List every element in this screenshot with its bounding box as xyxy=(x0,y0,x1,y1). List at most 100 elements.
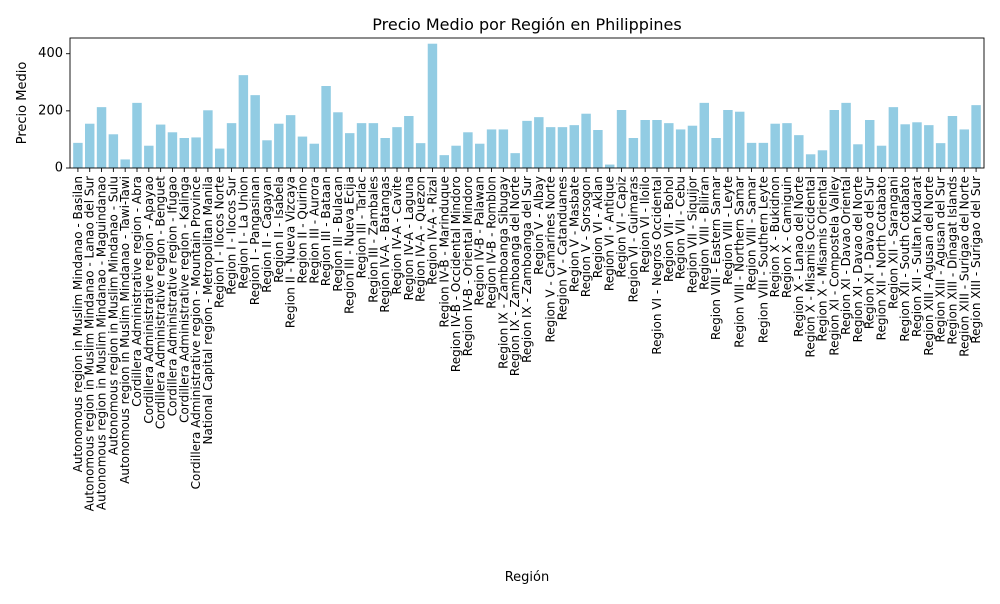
bar xyxy=(415,143,426,168)
bar xyxy=(191,137,201,168)
x-tick-label: Region XI - Davao Oriental xyxy=(839,176,853,335)
y-tick-label: 200 xyxy=(38,103,63,118)
bar xyxy=(616,110,627,168)
bar xyxy=(498,129,509,168)
x-tick-label: Region V - Albay xyxy=(532,176,546,275)
bar xyxy=(876,145,887,168)
bar xyxy=(132,102,142,168)
x-tick-label: Region VI - Negros Occidental xyxy=(650,176,664,355)
x-tick-label: Cordillera Administrative region - Apaya… xyxy=(142,176,156,424)
bar xyxy=(900,124,910,168)
x-tick-label: Region III - Bulacan xyxy=(331,176,345,292)
y-tick-label: 0 xyxy=(55,161,63,176)
x-tick-label: Region IV-A - Quezon xyxy=(414,176,428,302)
x-axis: Autonomous region in Muslim Mindanao - B… xyxy=(71,168,983,511)
x-tick-label: Autonomous region in Muslim Mindanao - T… xyxy=(118,176,132,484)
x-tick-label: Region VIII - Samar xyxy=(745,176,759,291)
bar xyxy=(345,133,355,168)
x-tick-label: Region I - Ilocos Norte xyxy=(213,176,227,308)
y-axis-label: Precio Medio xyxy=(15,62,30,145)
x-tick-label: Region VIII - Leyte xyxy=(721,176,735,285)
x-tick-label: Region III - Bataan xyxy=(319,176,333,286)
x-tick-label: Autonomous region in Muslim Mindanao - M… xyxy=(95,176,109,510)
bar xyxy=(853,144,863,168)
bar xyxy=(238,75,249,168)
x-tick-label: Region V - Camarines Norte xyxy=(544,176,558,343)
bar xyxy=(569,125,579,168)
x-tick-label: Region XII - Sarangani xyxy=(886,176,900,309)
x-tick-label: Region IV-B - Palawan xyxy=(473,176,487,306)
bar xyxy=(865,120,875,168)
x-tick-label: Region X - Lanao del Norte xyxy=(792,176,806,337)
bar xyxy=(664,123,674,168)
x-tick-label: Cordillera Administrative region - Abra xyxy=(130,176,144,407)
bar xyxy=(959,129,969,168)
x-tick-label: Region III - Aurora xyxy=(307,176,321,284)
x-tick-label: Cordillera Administrative region - Bengu… xyxy=(154,176,168,429)
bar xyxy=(888,107,899,168)
bar xyxy=(605,164,615,168)
x-tick-label: Region IV-B - Romblon xyxy=(485,176,499,309)
bar xyxy=(581,113,591,168)
x-tick-label: Region VIII - Eastern Samar xyxy=(709,176,723,340)
bar xyxy=(640,120,650,168)
bar xyxy=(73,142,83,168)
x-tick-label: Region II - Cagayan xyxy=(260,176,274,293)
bar xyxy=(971,105,981,168)
bar xyxy=(215,148,225,168)
x-tick-label: Region VIII - Biliran xyxy=(697,176,711,290)
x-tick-label: Region IV-A - Laguna xyxy=(402,176,416,300)
x-tick-label: Region IX - Zamboanga del Sur xyxy=(520,176,534,363)
bar xyxy=(687,125,698,168)
x-tick-label: Cordillera Administrative region - Kalin… xyxy=(177,176,191,423)
bar xyxy=(368,123,379,168)
x-tick-label: Region II - Quirino xyxy=(295,176,309,284)
x-tick-label: Region XIII - Surigao del Norte xyxy=(957,176,971,357)
bar xyxy=(545,127,556,168)
bar xyxy=(203,110,213,168)
bar xyxy=(333,112,343,168)
bar xyxy=(628,138,639,168)
x-tick-label: Region IV-B - Marinduque xyxy=(437,176,451,327)
bar xyxy=(309,143,319,168)
bar xyxy=(593,130,603,168)
x-tick-label: Autonomous region in Muslim Mindanao - B… xyxy=(71,176,85,472)
x-tick-label: Region XI - Davao del Norte xyxy=(851,176,865,342)
x-tick-label: Region XIII - Dinagat Islands xyxy=(945,176,959,345)
bar xyxy=(817,150,828,168)
bar xyxy=(85,123,95,168)
x-tick-label: Region XIII - Agusan del Sur xyxy=(934,176,948,343)
bar xyxy=(179,138,189,168)
x-tick-label: Region IV-A - Rizal xyxy=(425,176,439,285)
bar xyxy=(439,155,449,168)
bar xyxy=(392,127,402,168)
x-tick-label: National Capital region - Metropolitan M… xyxy=(201,176,215,445)
bar xyxy=(486,129,497,168)
x-tick-label: Region III - Nueva Ecija xyxy=(343,176,357,314)
bar xyxy=(805,154,816,168)
x-tick-label: Region II - Isabela xyxy=(272,176,286,283)
bar xyxy=(144,145,154,168)
bar xyxy=(829,110,839,168)
bar xyxy=(226,123,237,168)
bar xyxy=(770,123,780,168)
bar xyxy=(250,95,260,168)
x-tick-label: Region XII - South Cotabato xyxy=(898,176,912,342)
bar xyxy=(522,120,532,168)
bar xyxy=(841,102,851,168)
x-tick-label: Region IV-B - Occidental Mindoro xyxy=(449,176,463,372)
bars-group xyxy=(73,43,981,168)
bar xyxy=(155,124,166,168)
bar xyxy=(475,143,485,168)
x-tick-label: Region V - Catanduanes xyxy=(555,176,569,320)
bar xyxy=(262,140,272,168)
bar xyxy=(404,116,414,168)
bar xyxy=(120,159,130,168)
bar xyxy=(723,110,733,168)
bar xyxy=(746,142,757,168)
x-tick-label: Region XI - Compostela Valley xyxy=(827,176,841,356)
x-tick-label: Region I - Pangasinan xyxy=(248,176,262,305)
x-tick-label: Region VI - Capiz xyxy=(615,176,629,278)
bar xyxy=(380,138,390,168)
bar xyxy=(947,116,958,168)
